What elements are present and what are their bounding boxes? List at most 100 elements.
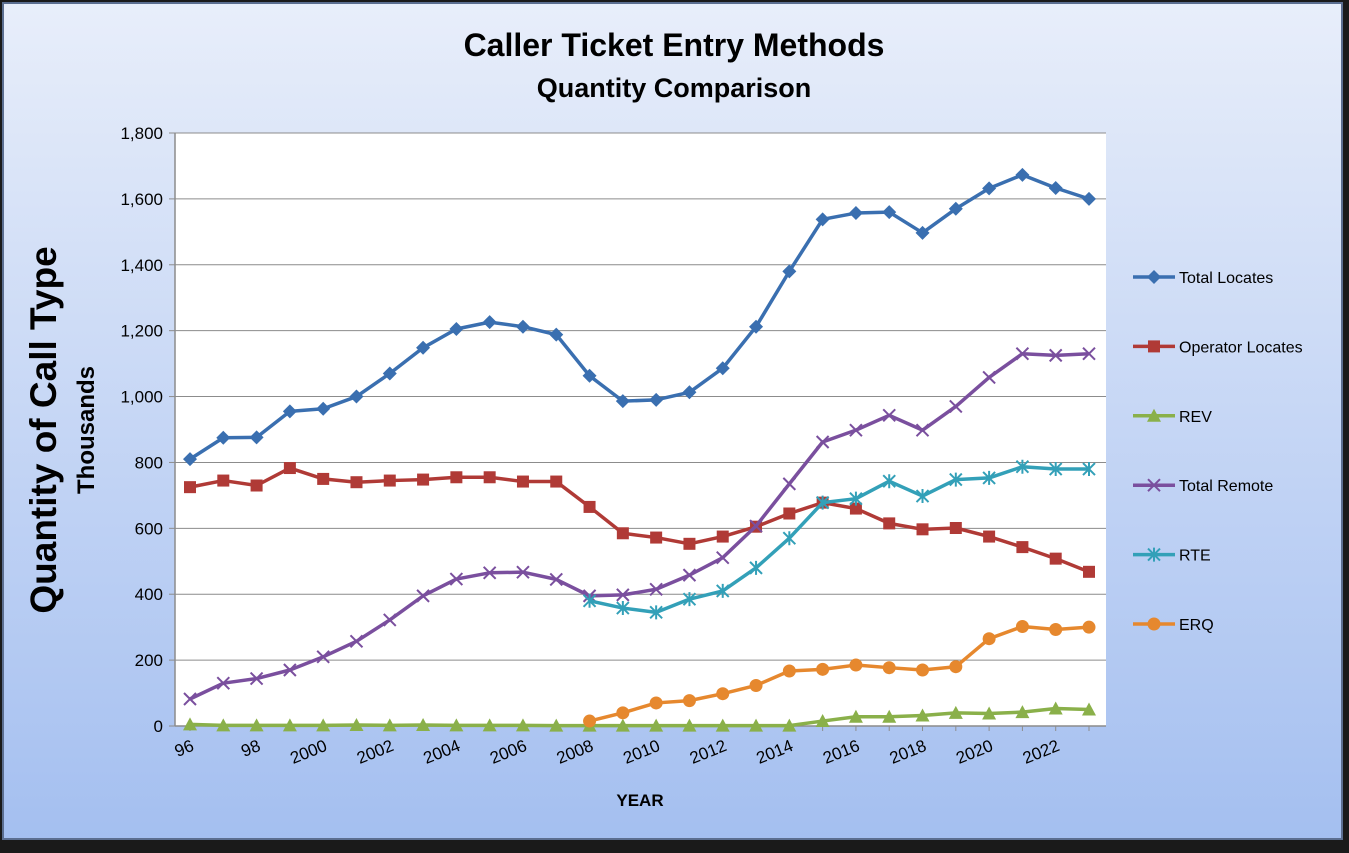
data-point-operator-locates [184, 481, 196, 494]
data-point-operator-locates [783, 507, 796, 520]
data-point-rte [582, 593, 597, 608]
data-point-erq [849, 658, 863, 672]
data-point-operator-locates [650, 531, 663, 544]
data-point-operator-locates [317, 472, 330, 485]
data-point-operator-locates [450, 471, 463, 484]
data-point-total-remote [815, 435, 830, 449]
data-point-total-locates [1048, 181, 1063, 196]
data-point-total-remote [982, 370, 996, 385]
data-point-rev [715, 718, 730, 732]
data-point-rev [882, 709, 897, 723]
legend-marker [1147, 547, 1161, 562]
data-point-erq [749, 678, 763, 692]
series-rev [183, 701, 1096, 732]
data-point-rev [1015, 705, 1030, 719]
data-point-total-locates [449, 322, 464, 337]
data-point-total-locates [782, 264, 797, 279]
y-tick-label: 800 [135, 453, 163, 472]
data-point-total-locates [1015, 167, 1030, 182]
data-point-total-remote [549, 572, 563, 587]
data-point-total-locates [282, 404, 297, 419]
data-point-total-locates [183, 452, 197, 467]
data-point-rev [1048, 701, 1063, 715]
x-axis-title: YEAR [616, 791, 663, 810]
data-point-rte [1082, 462, 1096, 477]
legend-marker [1147, 617, 1161, 631]
data-point-erq [649, 696, 663, 710]
data-point-total-locates [715, 361, 730, 376]
data-point-erq [1049, 622, 1063, 636]
data-point-total-remote [716, 550, 730, 565]
data-point-total-remote [616, 588, 630, 602]
data-point-erq [916, 663, 930, 677]
data-point-rev [549, 718, 564, 732]
data-point-total-locates [815, 212, 830, 227]
data-point-rte [1048, 462, 1063, 477]
y-tick-label: 1,000 [120, 388, 163, 407]
legend-label: Operator Locates [1179, 339, 1303, 356]
data-point-total-remote [949, 399, 963, 414]
data-point-operator-locates [983, 530, 996, 543]
series-rte [582, 459, 1096, 620]
y-tick-label: 1,600 [120, 190, 163, 209]
data-point-rte [915, 489, 930, 504]
data-point-total-locates [915, 225, 930, 240]
data-point-rte [815, 495, 830, 510]
legend-marker [1147, 408, 1161, 422]
data-point-total-locates [982, 181, 997, 196]
data-point-total-locates [749, 319, 764, 334]
data-point-rev [449, 718, 464, 732]
legend-item-erq: ERQ [1133, 617, 1214, 634]
legend: Total Locates Operator Locates REV Total Re… [1133, 270, 1303, 634]
data-point-total-locates [416, 340, 431, 355]
y-tick-label: 0 [154, 717, 163, 736]
legend-item-total-locates: Total Locates [1133, 270, 1273, 287]
data-point-operator-locates [217, 474, 230, 487]
data-point-rev [482, 718, 497, 732]
y-tick-label: 1,200 [120, 322, 163, 341]
data-point-rev [1082, 702, 1096, 716]
data-point-total-remote [249, 671, 264, 686]
data-point-operator-locates [250, 479, 263, 492]
legend-item-rte: RTE [1133, 548, 1211, 565]
data-point-operator-locates [550, 475, 563, 488]
data-point-operator-locates [1049, 552, 1062, 565]
data-point-rev [649, 718, 664, 732]
data-point-total-remote [516, 565, 530, 579]
data-point-total-locates [249, 430, 264, 445]
data-point-rev [216, 718, 231, 732]
legend-label: RTE [1179, 548, 1211, 565]
series-line-operator-locates [189, 466, 1090, 574]
data-point-erq [616, 706, 630, 720]
data-point-rte [782, 531, 797, 546]
data-point-erq [816, 662, 830, 676]
data-point-rev [615, 718, 630, 732]
data-point-total-locates [515, 319, 530, 334]
data-point-total-locates [848, 206, 863, 221]
data-point-total-remote [882, 408, 896, 423]
series-operator-locates [184, 462, 1095, 578]
data-point-operator-locates [616, 527, 629, 540]
data-point-rev [848, 709, 863, 723]
data-point-total-remote [416, 589, 430, 603]
data-point-operator-locates [283, 462, 296, 475]
data-point-total-remote [782, 477, 797, 491]
data-point-rte [616, 601, 630, 616]
data-point-operator-locates [716, 530, 729, 543]
data-point-operator-locates [583, 500, 596, 513]
data-point-total-locates [882, 205, 897, 220]
y-tick-label: 200 [135, 651, 163, 670]
data-point-total-remote [915, 423, 930, 437]
legend-item-rev: REV [1133, 408, 1212, 426]
data-point-operator-locates [483, 471, 496, 484]
legend-label: Total Locates [1179, 270, 1273, 287]
data-point-total-locates [316, 401, 331, 416]
data-point-rte [849, 491, 863, 506]
data-point-operator-locates [683, 537, 696, 550]
data-point-rte [882, 474, 896, 489]
data-point-operator-locates [1083, 565, 1095, 578]
data-point-total-remote [449, 572, 464, 586]
data-point-rev [282, 718, 297, 732]
data-point-total-locates [649, 392, 664, 407]
